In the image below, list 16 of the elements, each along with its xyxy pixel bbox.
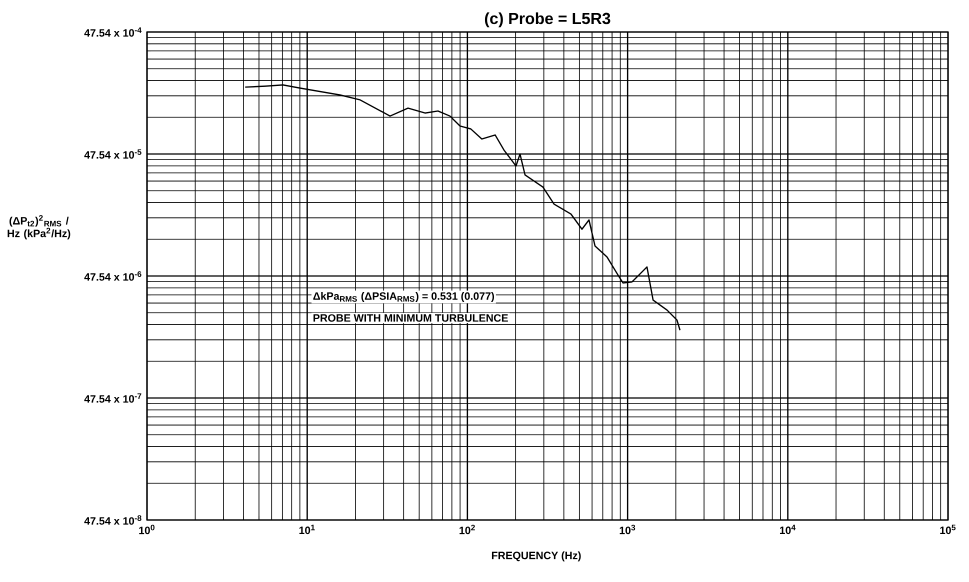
x-tick-label: 10$^{3}$ bbox=[620, 524, 636, 534]
annotation: PROBE WITH MINIMUM TURBULENCE bbox=[314, 314, 508, 322]
x-tick-label: 10$^{4}$ bbox=[780, 524, 796, 534]
y-tick-label: 47.54 x 10$^{-7}$ bbox=[84, 393, 142, 403]
x-tick-label: 10$^{5}$ bbox=[940, 524, 956, 534]
y-tick-label: 47.54 x 10$^{-4}$ bbox=[84, 27, 142, 37]
annotation: ΔkPa$_{RMS}$ (ΔPSIA$_{RMS}$) = 0.531 (0.077) bbox=[313, 292, 494, 302]
chart-title: (c) Probe = L5R3 bbox=[484, 12, 610, 28]
x-axis-title: FREQUENCY (Hz) bbox=[492, 551, 581, 562]
text: (ΔP$_{t2}$)$^{2}$$_{RMS}$ / Hz (kPa$^{2}$/Hz) bbox=[8, 215, 70, 240]
x-tick-label: 10$^{2}$ bbox=[460, 524, 475, 534]
x-tick-label: 10$^{0}$ bbox=[139, 524, 154, 534]
y-tick-label: 47.54 x 10$^{-5}$ bbox=[84, 149, 142, 159]
y-tick-label: 47.54 x 10$^{-6}$ bbox=[84, 271, 142, 281]
y-tick-label: 47.54 x 10$^{-8}$ bbox=[84, 515, 142, 525]
x-tick-label: 10$^{1}$ bbox=[299, 524, 315, 534]
